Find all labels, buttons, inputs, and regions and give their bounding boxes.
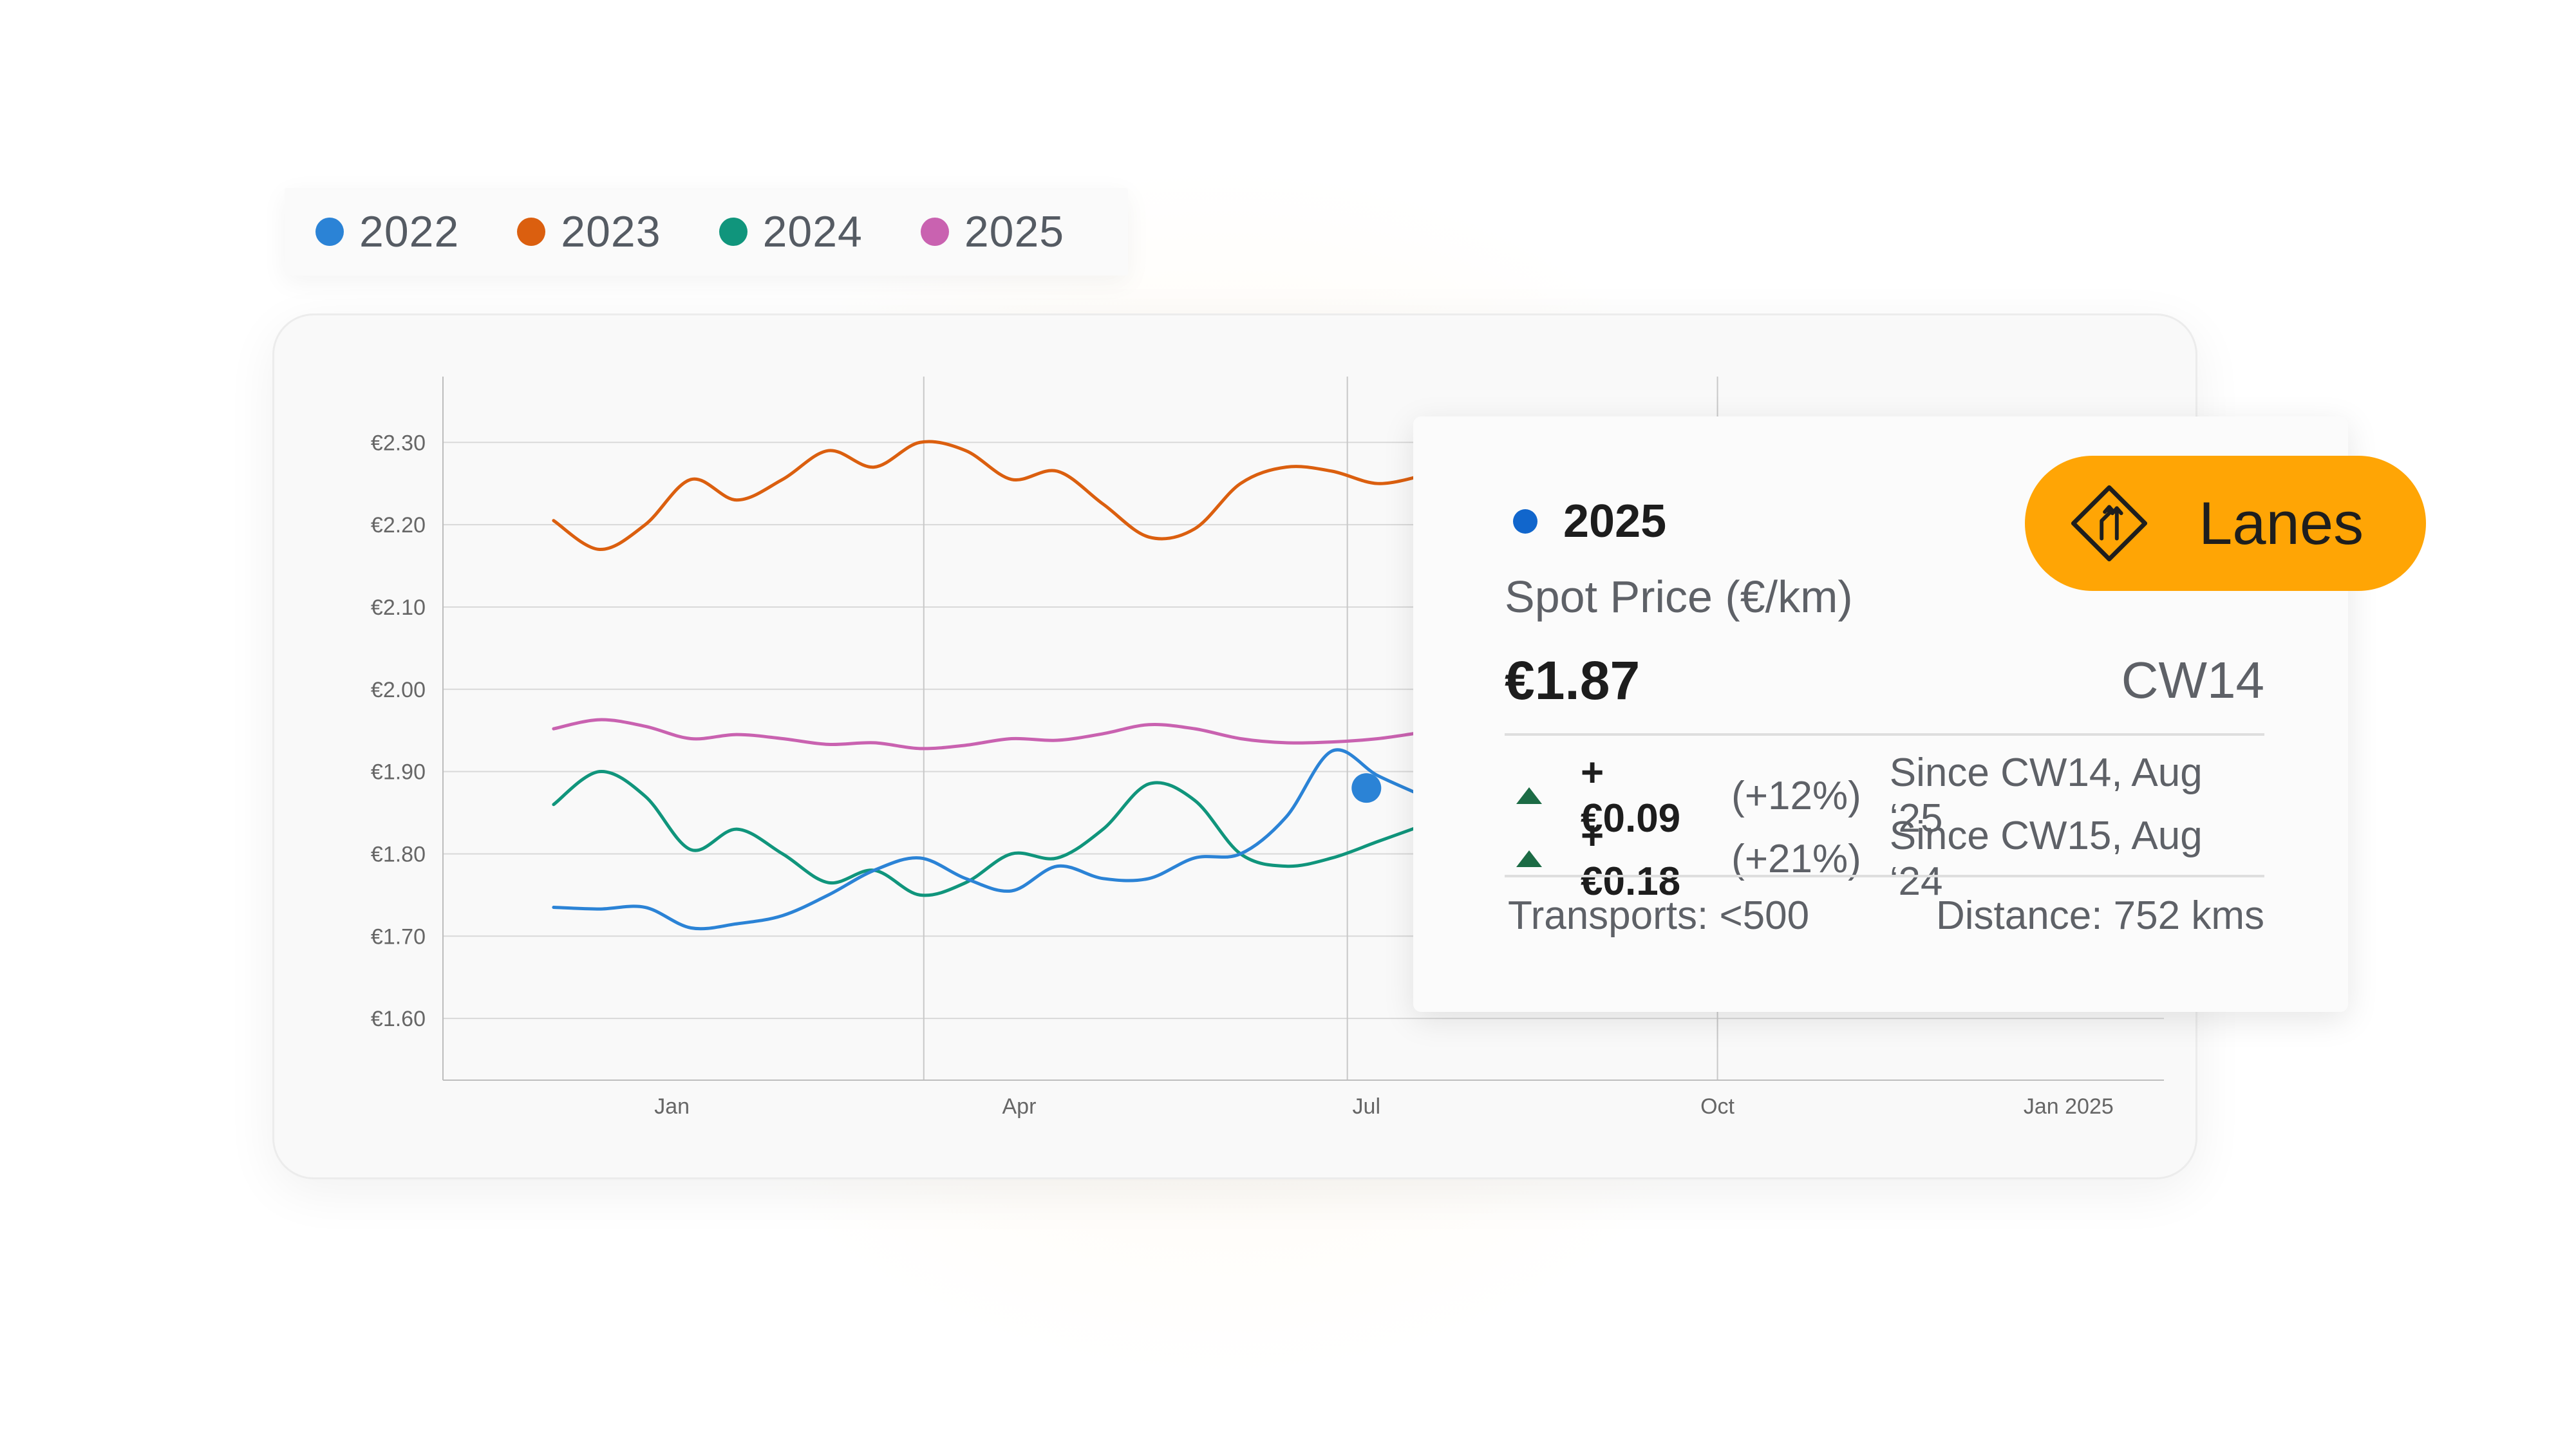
y-tick-label: €1.70 [371,924,426,949]
y-tick-label: €2.00 [371,678,426,702]
tooltip-value: €1.87 [1505,650,1641,711]
delta-percent: (+21%) [1731,836,1861,881]
series-line-2022 [552,748,1425,931]
tooltip-divider [1505,733,2264,736]
legend-dot-2023 [517,218,546,246]
y-tick-label: €1.90 [371,760,426,785]
series-dot [1513,509,1537,534]
x-tick-label: Jan [654,1094,690,1119]
tooltip-delta-row: +€0.18 (+21%) Since CW15, Aug ‘24 [1516,813,2264,904]
arrow-up-icon [1516,850,1542,867]
x-tick-label: Jan 2025 [2024,1094,2114,1119]
legend-dot-2022 [315,218,344,246]
distance-value: Distance: 752 kms [1936,893,2264,938]
tooltip-week: CW14 [2121,651,2264,709]
delta-since: Since CW14, Aug ‘25 [1889,751,2203,841]
chart-tooltip: 2025 Spot Price (€/km) €1.87 CW14 +€0.09… [1413,416,2348,1012]
lanes-badge[interactable]: Lanes [2025,456,2426,591]
delta-absolute: +€0.18 [1581,814,1681,904]
legend-item-2024[interactable]: 2024 [719,207,863,257]
delta-since: Since CW15, Aug ‘24 [1889,814,2203,904]
tooltip-divider [1505,875,2264,877]
delta-percent: (+12%) [1731,773,1861,818]
transports-count: Transports: <500 [1508,893,1810,938]
tooltip-series-row: 2025 [1513,495,1666,548]
legend-label: 2024 [762,207,863,256]
series-line-2023 [552,440,1425,551]
series-line-2025 [552,718,1425,751]
tooltip-delta-row: +€0.09 (+12%) Since CW14, Aug ‘25 [1516,750,2264,841]
legend-item-2023[interactable]: 2023 [517,207,661,257]
y-tick-label: €2.20 [371,513,426,538]
x-tick-label: Apr [1002,1094,1036,1119]
arrow-up-icon [1516,787,1542,804]
x-tick-label: Jul [1353,1094,1380,1119]
chart-legend: 2022 2023 2024 2025 [285,188,1128,276]
legend-item-2025[interactable]: 2025 [920,207,1065,257]
y-tick-label: €2.10 [371,595,426,620]
tooltip-year: 2025 [1563,496,1667,547]
legend-dot-2025 [920,218,949,246]
lanes-label: Lanes [2199,489,2364,557]
series-line-2024 [552,770,1425,897]
legend-item-2022[interactable]: 2022 [315,207,459,257]
y-tick-label: €1.80 [371,842,426,866]
y-tick-label: €1.60 [371,1007,426,1031]
legend-label: 2022 [359,207,460,256]
legend-label: 2023 [561,207,661,256]
lanes-road-icon [2071,485,2147,561]
tooltip-footer: Transports: <500 Distance: 752 kms [1508,893,2264,939]
x-tick-label: Oct [1700,1094,1735,1119]
line-chart[interactable]: €1.60 €1.70 €1.80 €1.90 €2.00 €2.10 €2.20 €2.30… [274,315,2199,1181]
y-tick-label: €2.30 [371,431,426,455]
highlight-point [1351,773,1382,803]
tooltip-metric-label: Spot Price (€/km) [1505,572,1853,622]
legend-label: 2025 [964,207,1065,256]
legend-dot-2024 [719,218,747,246]
delta-absolute: +€0.09 [1581,751,1681,841]
